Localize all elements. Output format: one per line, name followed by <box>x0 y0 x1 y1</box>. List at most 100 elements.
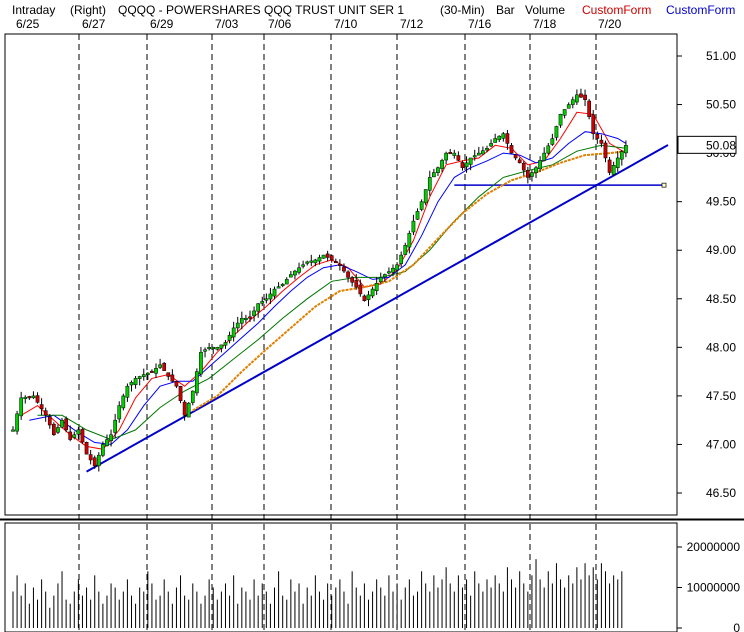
candle-up <box>611 165 616 175</box>
candle-up <box>476 152 481 156</box>
candle-down <box>583 94 587 100</box>
date-label: 6/29 <box>150 17 174 31</box>
price-candles <box>11 88 628 472</box>
candle-up <box>558 114 563 126</box>
candle-up <box>489 143 493 147</box>
candle-up <box>542 152 547 161</box>
candle-up <box>432 172 436 178</box>
candle-up <box>113 419 118 433</box>
candle-up <box>121 395 126 409</box>
header-volume-label: Volume <box>525 3 565 17</box>
candle-up <box>305 261 310 264</box>
rising-trendline[interactable] <box>86 144 669 473</box>
volume-axis[interactable]: 20000000 10000000 0 <box>677 540 740 632</box>
trendlines[interactable] <box>86 144 669 473</box>
candle-up <box>501 133 506 139</box>
candle-up <box>566 104 571 109</box>
candle-up <box>419 201 424 210</box>
price-axis[interactable]: 51.0050.5050.0049.5049.0048.5048.0047.50… <box>677 49 736 500</box>
candle-up <box>538 160 542 170</box>
support-line-handle[interactable] <box>661 182 667 188</box>
ma-mid-line <box>29 131 627 445</box>
candle-down <box>350 277 354 283</box>
volume-panel-frame <box>4 522 678 632</box>
candle-up <box>137 376 142 379</box>
candle-down <box>39 404 44 410</box>
candle-up <box>23 396 28 399</box>
candle-up <box>154 367 158 374</box>
last-price-marker: 50.08 <box>677 135 737 154</box>
header-scale-side: (Right) <box>70 3 106 17</box>
price-tick-label: 49.50 <box>706 195 736 209</box>
candle-up <box>534 167 538 173</box>
candle-down <box>338 263 342 266</box>
price-tick-label: 50.50 <box>706 98 736 112</box>
candle-down <box>35 395 40 403</box>
candle-down <box>92 457 97 467</box>
candle-down <box>325 253 330 258</box>
candle-up <box>415 211 420 220</box>
candle-down <box>84 442 89 455</box>
last-price-box <box>677 135 737 154</box>
price-tick-label: 48.50 <box>706 292 736 306</box>
candle-up <box>60 419 64 428</box>
candle-up <box>411 220 416 233</box>
header-symbol-title: QQQQ - POWERSHARES QQQ TRUST UNIT SER 1 <box>118 3 404 17</box>
candle-down <box>517 159 522 164</box>
candle-up <box>427 177 432 191</box>
candle-up <box>268 293 273 300</box>
volume-bars <box>12 559 623 628</box>
candle-up <box>199 351 203 375</box>
candle-up <box>203 349 207 352</box>
candle-up <box>276 286 281 289</box>
candle-up <box>407 232 412 248</box>
candle-up <box>562 109 567 116</box>
candle-up <box>452 152 457 156</box>
candle-up <box>370 288 375 297</box>
candle-up <box>550 138 555 145</box>
candle-down <box>595 133 600 139</box>
candle-up <box>575 94 579 103</box>
candle-up <box>293 270 297 276</box>
ma-long-line <box>192 150 627 412</box>
candle-up <box>619 151 624 160</box>
candle-up <box>395 264 399 271</box>
date-label: 7/18 <box>533 17 557 31</box>
candle-up <box>309 260 314 263</box>
price-tick-label: 47.00 <box>706 437 736 451</box>
candle-up <box>554 126 559 138</box>
candle-down <box>599 139 604 144</box>
candle-up <box>252 310 256 317</box>
date-label: 6/27 <box>82 17 106 31</box>
session-dividers <box>78 34 597 632</box>
candle-down <box>342 266 346 272</box>
candle-down <box>358 284 363 295</box>
candle-down <box>170 374 175 382</box>
candle-down <box>591 114 596 134</box>
candle-up <box>215 347 220 350</box>
candle-up <box>472 155 477 158</box>
candle-down <box>509 145 514 154</box>
candle-up <box>109 434 113 441</box>
date-label: 7/16 <box>468 17 492 31</box>
candle-up <box>485 148 489 151</box>
candle-up <box>403 245 408 255</box>
date-label: 7/20 <box>598 17 622 31</box>
price-tick-label: 48.00 <box>706 340 736 354</box>
candle-up <box>481 150 485 155</box>
candle-down <box>456 155 461 161</box>
candle-up <box>493 138 498 143</box>
candle-down <box>603 142 608 159</box>
candle-up <box>72 434 77 438</box>
candle-up <box>256 303 261 312</box>
candle-up <box>195 371 199 394</box>
candle-up <box>145 372 150 375</box>
candle-down <box>525 170 530 178</box>
candle-down <box>174 381 179 387</box>
candle-up <box>105 439 109 446</box>
date-label: 7/10 <box>334 17 358 31</box>
candle-up <box>436 167 440 173</box>
candle-up <box>133 378 138 385</box>
